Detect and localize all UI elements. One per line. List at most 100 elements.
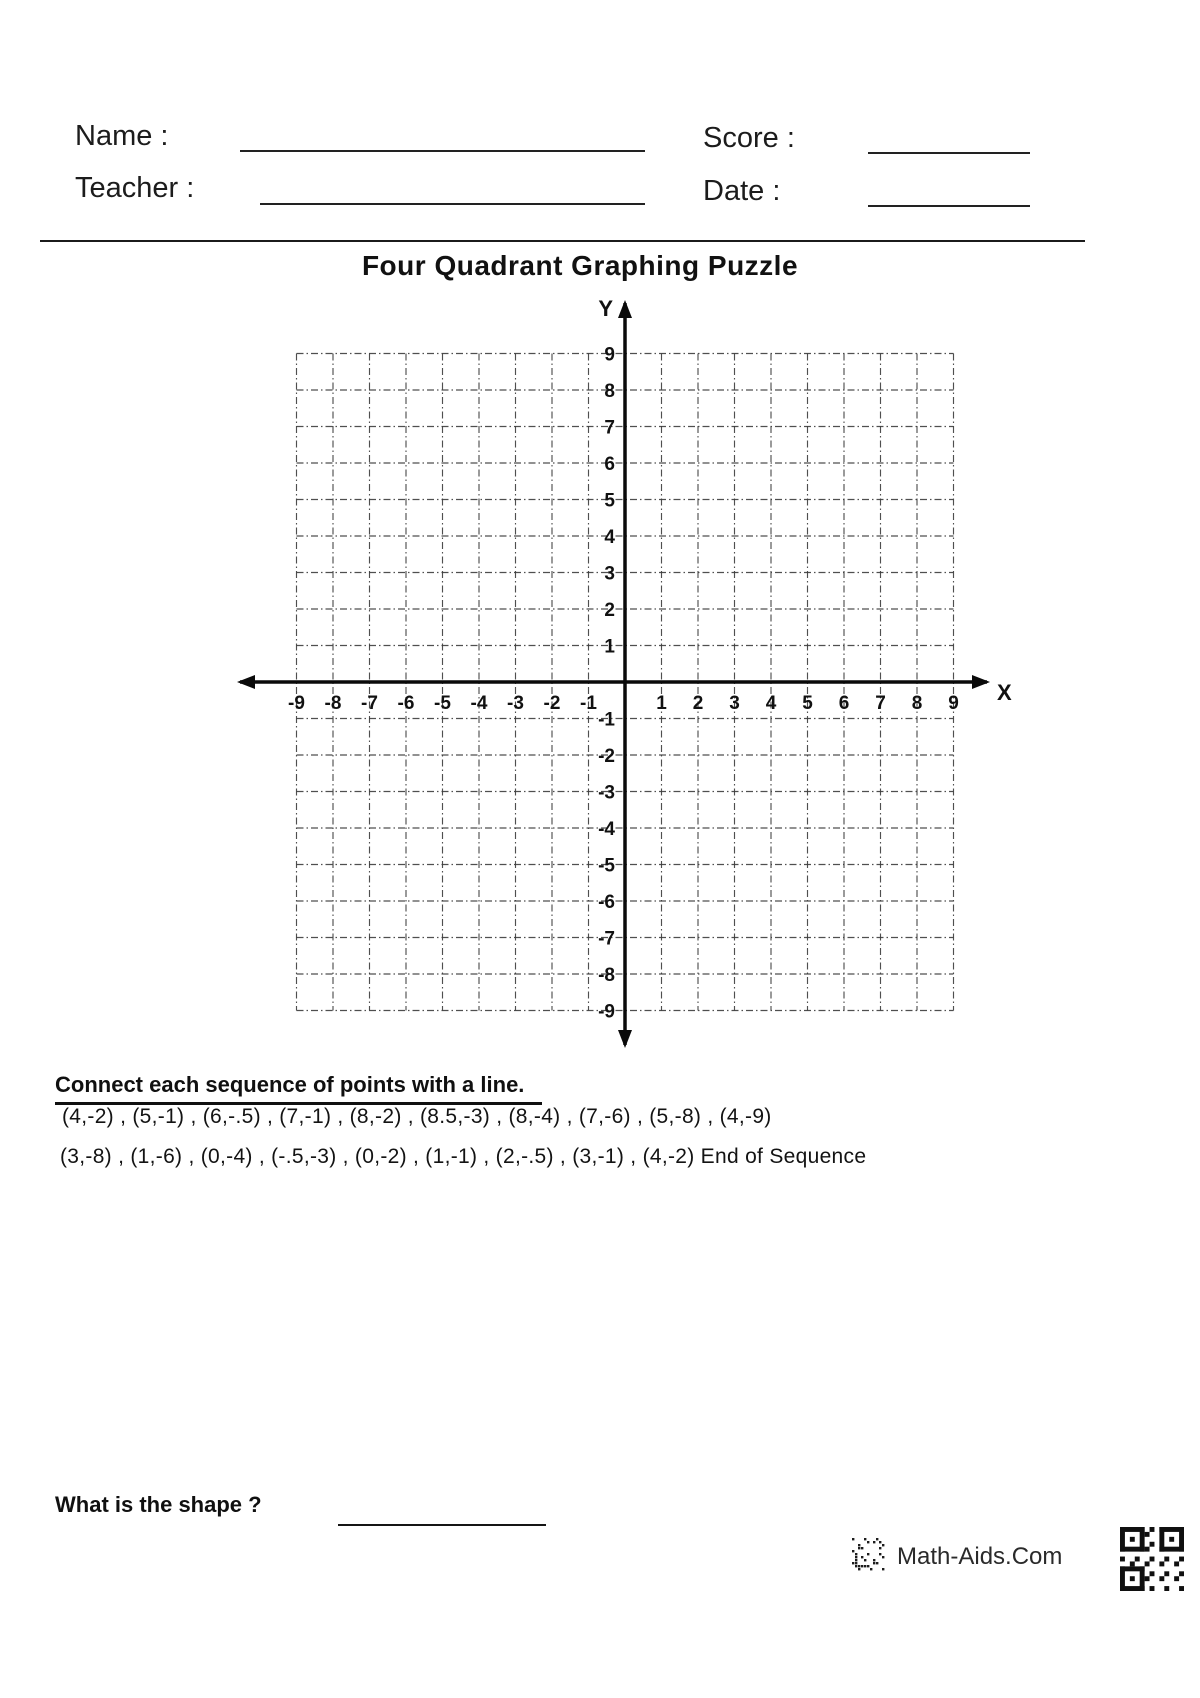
x-tick-label: 3 (729, 693, 740, 714)
qr-module (1120, 1546, 1145, 1552)
qr-module (1179, 1556, 1184, 1562)
logo-pixel (876, 1562, 879, 1565)
x-tick-label: -5 (434, 693, 451, 714)
logo-pixel (882, 1568, 885, 1571)
qr-module (1159, 1576, 1165, 1582)
qr-module (1159, 1546, 1184, 1552)
qr-module (1164, 1586, 1170, 1591)
logo-pixel (879, 1553, 882, 1556)
qr-module (1149, 1527, 1155, 1532)
logo-pixel (873, 1562, 876, 1565)
logo-pixel (861, 1556, 864, 1559)
y-tick-label: -2 (598, 746, 615, 767)
qr-module (1120, 1566, 1125, 1591)
logo-pixel (873, 1541, 876, 1544)
teacher-blank-line (260, 203, 645, 205)
logo-pixel (870, 1568, 873, 1571)
logo-pixel (861, 1565, 864, 1568)
y-axis-label: Y (598, 296, 613, 321)
qr-module (1179, 1527, 1184, 1552)
y-tick-label: -5 (598, 856, 615, 877)
qr-module (1129, 1576, 1135, 1582)
y-tick-label: 2 (604, 600, 615, 621)
logo-pixel (855, 1556, 858, 1559)
qr-module (1139, 1566, 1145, 1591)
qr-module (1169, 1536, 1175, 1542)
y-tick-label: 6 (604, 454, 615, 475)
x-axis-arrow-right (972, 675, 990, 689)
y-axis-arrow-up (618, 300, 632, 318)
logo-pixel (882, 1544, 885, 1547)
y-tick-label: -3 (598, 783, 615, 804)
x-tick-label: -2 (544, 693, 561, 714)
shape-question-label: What is the shape ? (55, 1492, 262, 1517)
name-label: Name : (75, 120, 169, 152)
logo-pixel (852, 1550, 855, 1553)
logo-pixel (852, 1538, 855, 1541)
qr-module (1129, 1536, 1135, 1542)
instructions-heading: Connect each sequence of points with a l… (55, 1072, 543, 1105)
qr-module (1149, 1556, 1155, 1562)
qr-code (1120, 1527, 1184, 1591)
qr-module (1120, 1586, 1145, 1591)
qr-module (1149, 1541, 1155, 1547)
logo-pixel (855, 1559, 858, 1562)
logo-pixel (879, 1547, 882, 1550)
date-blank-line (868, 205, 1030, 207)
qr-module (1129, 1561, 1135, 1567)
y-tick-label: 7 (604, 418, 615, 439)
x-tick-label: 1 (656, 693, 667, 714)
x-tick-label: -3 (507, 693, 524, 714)
y-tick-label: -7 (598, 929, 615, 950)
qr-module (1120, 1566, 1145, 1572)
y-tick-label: 8 (604, 381, 615, 402)
qr-module (1179, 1586, 1184, 1591)
logo-pixel (876, 1538, 879, 1541)
y-tick-label: -9 (598, 1002, 615, 1023)
logo-pixel (858, 1565, 861, 1568)
x-tick-label: -8 (325, 693, 342, 714)
x-axis-arrow-left (237, 675, 255, 689)
qr-module (1159, 1527, 1184, 1532)
x-tick-label: -7 (361, 693, 378, 714)
shape-answer-blank-line (338, 1524, 546, 1526)
qr-module (1159, 1561, 1165, 1567)
x-tick-label: 2 (693, 693, 704, 714)
point-sequence-line-2: (3,-8) , (1,-6) , (0,-4) , (-.5,-3) , (0… (60, 1145, 867, 1168)
name-blank-line (240, 150, 645, 152)
y-tick-label: 3 (604, 564, 615, 585)
logo-pixel (858, 1544, 861, 1547)
logo-pixel (858, 1568, 861, 1571)
teacher-label: Teacher : (75, 172, 195, 204)
qr-module (1149, 1571, 1155, 1577)
qr-module (1120, 1527, 1145, 1532)
x-tick-label: 4 (766, 693, 777, 714)
y-tick-label: -1 (598, 710, 615, 731)
logo-pixel (855, 1565, 858, 1568)
logo-pixel (867, 1553, 870, 1556)
qr-module (1134, 1556, 1140, 1562)
header-divider (40, 240, 1085, 242)
logo-pixel (864, 1565, 867, 1568)
x-tick-label: -6 (398, 693, 415, 714)
qr-module (1179, 1571, 1184, 1577)
point-sequence-line-1: (4,-2) , (5,-1) , (6,-.5) , (7,-1) , (8,… (62, 1105, 772, 1128)
logo-pixel (864, 1559, 867, 1562)
x-tick-label: 9 (948, 693, 959, 714)
logo-pixel (867, 1541, 870, 1544)
y-tick-label: -4 (598, 819, 615, 840)
score-blank-line (868, 152, 1030, 154)
math-aids-logo-icon (852, 1538, 885, 1571)
qr-module (1144, 1531, 1150, 1537)
qr-module (1120, 1527, 1125, 1552)
x-tick-label: 8 (912, 693, 923, 714)
logo-pixel (861, 1547, 864, 1550)
logo-pixel (852, 1562, 855, 1565)
logo-pixel (864, 1538, 867, 1541)
x-tick-label: 6 (839, 693, 850, 714)
y-tick-label: -8 (598, 965, 615, 986)
y-axis-arrow-down (618, 1030, 632, 1048)
qr-module (1144, 1561, 1150, 1567)
y-tick-label: 4 (604, 527, 615, 548)
